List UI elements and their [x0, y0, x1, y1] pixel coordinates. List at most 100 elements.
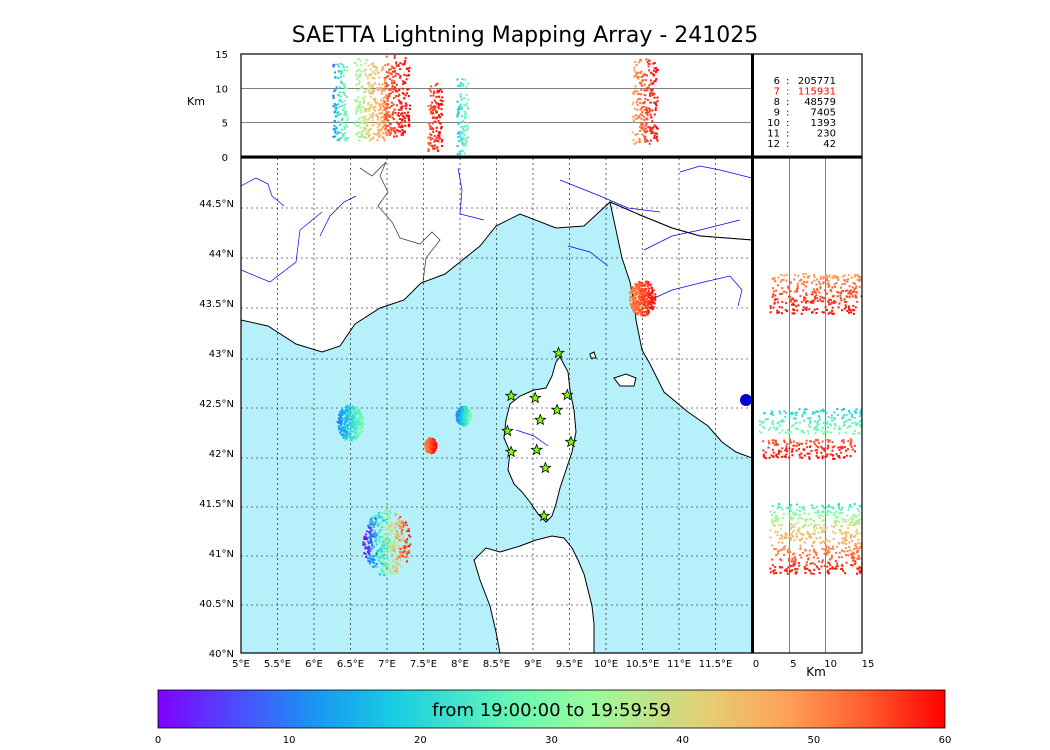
map-flash-point	[340, 412, 343, 415]
top-flash-point	[390, 101, 393, 104]
right-flash-point	[807, 533, 810, 535]
top-flash-point	[355, 83, 358, 86]
top-flash-point	[402, 115, 405, 118]
top-flash-point	[393, 127, 396, 130]
right-flash-point	[810, 523, 813, 526]
top-flash-point	[391, 90, 394, 93]
map-flash-point	[365, 538, 368, 541]
top-flash-point	[404, 105, 407, 108]
top-flash-point	[389, 114, 392, 117]
map-flash-point	[366, 530, 368, 533]
right-flash-point	[791, 303, 793, 306]
top-flash-point	[458, 139, 460, 142]
right-flash-point	[840, 447, 843, 450]
top-flash-point	[405, 74, 408, 77]
top-flash-point	[461, 82, 464, 85]
map-flash-point	[379, 522, 382, 525]
map-flash-point	[630, 289, 633, 292]
top-flash-point	[387, 111, 390, 114]
top-flash-point	[393, 67, 396, 70]
top-flash-point	[644, 138, 646, 141]
right-flash-point	[840, 290, 843, 292]
right-flash-point	[847, 519, 850, 522]
map-flash-point	[391, 545, 394, 548]
map-flash-point	[391, 553, 394, 556]
right-flash-point	[799, 513, 801, 516]
map-flash-point	[640, 311, 643, 314]
right-flash-point	[800, 452, 803, 455]
right-flash-point	[780, 559, 783, 562]
top-flash-point	[641, 75, 644, 78]
right-flash-point	[855, 546, 858, 549]
top-flash-point	[395, 72, 398, 75]
top-flash-point	[356, 89, 359, 92]
top-flash-point	[371, 113, 374, 116]
right-flash-point	[785, 447, 788, 450]
right-flash-point	[815, 527, 818, 530]
right-flash-point	[816, 509, 819, 512]
map-ytick-label: 43.5°N	[199, 299, 234, 310]
right-flash-point	[779, 534, 782, 537]
top-flash-point	[335, 126, 338, 129]
top-flash-point	[432, 146, 435, 149]
right-flash-point	[853, 290, 856, 293]
top-flash-point	[639, 108, 642, 111]
map-flash-point	[406, 524, 409, 527]
map-flash-point	[394, 569, 396, 572]
right-flash-point	[858, 518, 860, 521]
map-flash-point	[388, 567, 391, 570]
map-flash-point	[641, 314, 644, 317]
right-flash-point	[788, 536, 791, 539]
map-flash-point	[403, 546, 406, 549]
map-flash-point	[383, 550, 386, 553]
top-flash-point	[643, 128, 646, 131]
map-flash-point	[406, 556, 409, 559]
sensor-star-icon	[552, 346, 565, 359]
right-flash-point	[851, 556, 853, 559]
map-flash-point	[378, 531, 381, 534]
right-flash-point	[846, 448, 849, 451]
right-flash-point	[829, 288, 832, 291]
top-flash-point	[458, 150, 461, 153]
right-flash-point	[825, 275, 828, 277]
right-flash-point	[857, 531, 860, 534]
map-flash-point	[643, 289, 646, 292]
top-flash-point	[371, 124, 374, 127]
map-flash-point	[389, 523, 392, 526]
right-flash-point	[825, 544, 828, 547]
top-flash-point	[462, 143, 465, 146]
map-flash-point	[376, 534, 379, 537]
top-flash-point	[334, 76, 337, 79]
right-flash-point	[853, 522, 856, 525]
map-flash-point	[356, 434, 359, 437]
top-flash-point	[340, 81, 342, 84]
top-flash-point	[642, 79, 645, 82]
right-flash-point	[779, 558, 782, 561]
right-flash-point	[850, 445, 853, 448]
map-flash-point	[340, 424, 343, 427]
top-flash-point	[373, 105, 376, 108]
right-flash-point	[791, 449, 794, 452]
map-flash-point	[337, 417, 340, 420]
right-flash-point	[795, 299, 798, 302]
top-flash-point	[356, 106, 359, 109]
top-flash-point	[637, 115, 640, 118]
map-flash-point	[458, 412, 461, 415]
top-flash-point	[362, 127, 365, 130]
right-flash-point	[845, 554, 847, 556]
right-flash-point	[781, 548, 784, 551]
map-flash-point	[399, 516, 402, 518]
top-flash-point	[346, 119, 349, 122]
right-flash-point	[800, 312, 803, 315]
right-flash-point	[794, 418, 797, 421]
top-flash-point	[369, 139, 372, 141]
top-flash-point	[357, 105, 360, 107]
right-flash-point	[828, 274, 831, 277]
map-flash-point	[648, 302, 651, 305]
map-flash-point	[364, 533, 367, 536]
right-flash-point	[773, 276, 776, 279]
right-flash-point	[854, 521, 857, 524]
right-flash-point	[818, 523, 821, 526]
top-flash-point	[344, 111, 347, 114]
stats-count: 205771	[798, 76, 836, 87]
